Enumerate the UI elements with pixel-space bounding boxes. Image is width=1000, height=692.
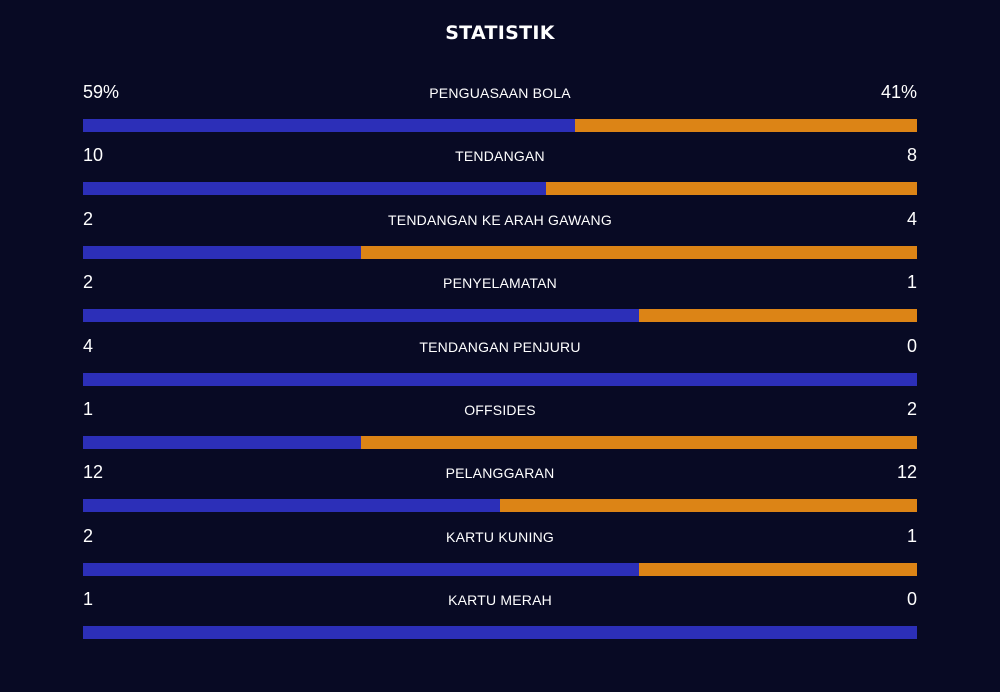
home-bar-segment [83,562,639,576]
home-bar-segment [83,309,639,323]
stat-label: TENDANGAN KE ARAH GAWANG [388,211,612,228]
away-bar-segment [638,562,917,576]
home-value: 1 [83,589,94,610]
stats-list: PENGUASAAN BOLA 59% 41% TENDANGAN 10 8 TENDANG… [83,80,917,651]
home-value: 2 [83,525,94,546]
stat-row-penguasaan-bola: PENGUASAAN BOLA 59% 41% [83,80,917,143]
home-value: 12 [83,462,104,483]
away-value: 0 [906,335,917,356]
home-value: 4 [83,335,94,356]
stat-line: PENGUASAAN BOLA 59% 41% [83,80,917,106]
stat-line: TENDANGAN 10 8 [83,143,917,169]
away-value: 2 [906,398,917,419]
away-value: 12 [896,462,917,483]
stat-label: KARTU KUNING [446,528,554,545]
comparison-bar [83,372,917,386]
comparison-bar [83,245,917,259]
comparison-bar [83,499,917,513]
stat-label: TENDANGAN [455,148,545,165]
stat-row-tendangan: TENDANGAN 10 8 [83,143,917,206]
stat-line: TENDANGAN KE ARAH GAWANG 2 4 [83,207,917,233]
away-value: 1 [906,525,917,546]
home-value: 10 [83,145,104,166]
stat-line: TENDANGAN PENJURU 4 0 [83,334,917,360]
away-value: 1 [906,272,917,293]
home-bar-segment [83,182,547,196]
stat-row-pelanggaran: PELANGGARAN 12 12 [83,460,917,523]
stat-row-penyelamatan: PENYELAMATAN 2 1 [83,270,917,333]
stat-line: KARTU MERAH 1 0 [83,587,917,613]
home-bar-segment [83,119,576,132]
comparison-bar [83,435,917,449]
stat-label: TENDANGAN PENJURU [419,338,581,355]
home-value: 1 [83,398,94,419]
away-bar-segment [360,245,917,259]
stat-row-tendangan-ke-arah-gawang: TENDANGAN KE ARAH GAWANG 2 4 [83,207,917,270]
away-value: 8 [906,145,917,166]
stat-label: PENYELAMATAN [443,275,557,292]
home-value: 59% [83,82,120,102]
stat-line: PENYELAMATAN 2 1 [83,270,917,296]
home-bar-segment [83,626,917,640]
away-bar-segment [500,499,917,513]
stat-label: OFFSIDES [464,401,536,418]
away-bar-segment [575,119,917,132]
stat-label: PENGUASAAN BOLA [429,85,571,101]
away-bar-segment [546,182,917,196]
away-value: 4 [906,208,917,229]
away-value: 0 [906,589,917,610]
home-value: 2 [83,272,94,293]
away-value: 41% [880,82,917,102]
stat-row-kartu-merah: KARTU MERAH 1 0 [83,587,917,650]
stat-line: PELANGGARAN 12 12 [83,460,917,486]
comparison-bar [83,119,917,132]
stat-label: PELANGGARAN [445,465,555,482]
away-bar-segment [638,309,917,323]
stat-line: OFFSIDES 1 2 [83,397,917,423]
stat-row-kartu-kuning: KARTU KUNING 2 1 [83,524,917,587]
home-bar-segment [83,435,361,449]
home-bar-segment [83,499,500,513]
stat-row-offsides: OFFSIDES 1 2 [83,397,917,460]
comparison-bar [83,182,917,196]
home-bar-segment [83,372,917,386]
away-bar-segment [360,435,917,449]
home-bar-segment [83,245,361,259]
comparison-bar [83,626,917,640]
comparison-bar [83,562,917,576]
stat-line: KARTU KUNING 2 1 [83,524,917,550]
comparison-bar [83,309,917,323]
stat-label: KARTU MERAH [448,592,552,609]
home-value: 2 [83,208,94,229]
panel-title: STATISTIK [445,22,555,44]
stat-row-tendangan-penjuru: TENDANGAN PENJURU 4 0 [83,334,917,397]
